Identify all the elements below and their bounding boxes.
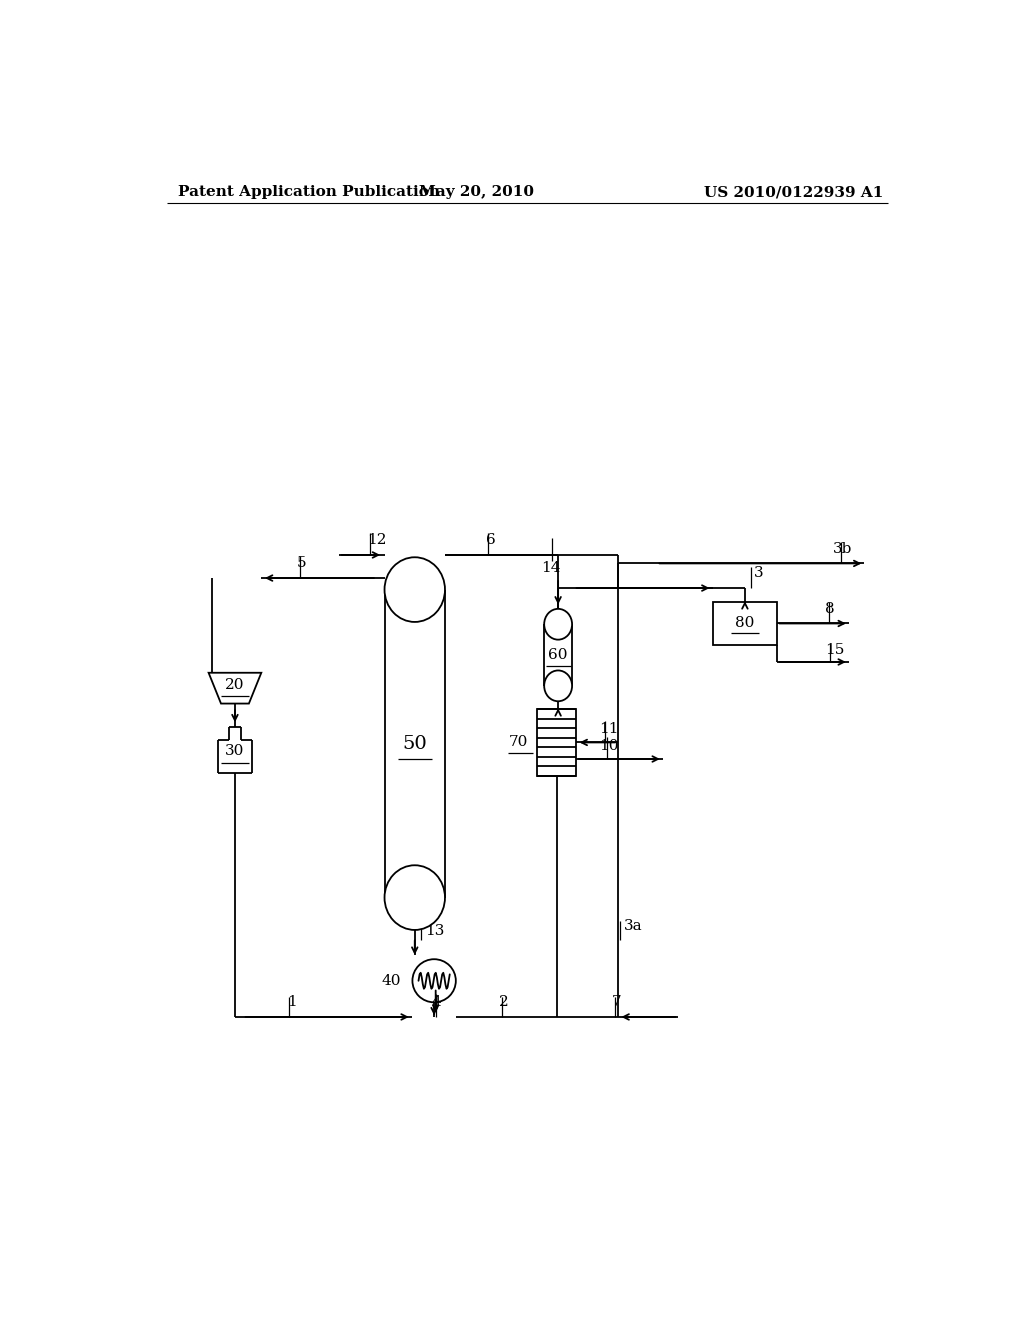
Text: 10: 10 [599,739,618,752]
Text: 40: 40 [381,974,400,987]
Text: 70: 70 [509,735,528,750]
Text: 9: 9 [544,677,554,692]
Text: 11: 11 [599,722,618,737]
Text: 5: 5 [297,556,306,570]
Ellipse shape [544,671,572,701]
Text: 30: 30 [225,744,245,758]
Bar [538,709,575,776]
Text: US 2010/0122939 A1: US 2010/0122939 A1 [705,185,884,199]
Ellipse shape [385,866,445,929]
Text: 3b: 3b [834,541,853,556]
Text: 14: 14 [541,561,560,576]
Text: 3a: 3a [624,919,643,933]
Text: 13: 13 [426,924,445,937]
Text: 50: 50 [402,735,427,752]
Text: 1: 1 [287,995,297,1010]
Ellipse shape [385,557,445,622]
Text: 80: 80 [735,616,755,631]
Text: 8: 8 [825,602,836,616]
Text: 3: 3 [755,566,764,581]
Text: 15: 15 [825,643,845,657]
Text: 2: 2 [499,995,508,1010]
Text: May 20, 2010: May 20, 2010 [419,185,535,199]
Text: 6: 6 [486,533,496,548]
Ellipse shape [544,609,572,640]
Text: 7: 7 [611,995,622,1010]
Text: 4: 4 [432,995,441,1010]
Text: 60: 60 [549,648,568,663]
Text: Patent Application Publication: Patent Application Publication [178,185,440,199]
Bar [713,602,776,645]
Text: 12: 12 [367,533,386,548]
Text: 20: 20 [225,678,245,692]
